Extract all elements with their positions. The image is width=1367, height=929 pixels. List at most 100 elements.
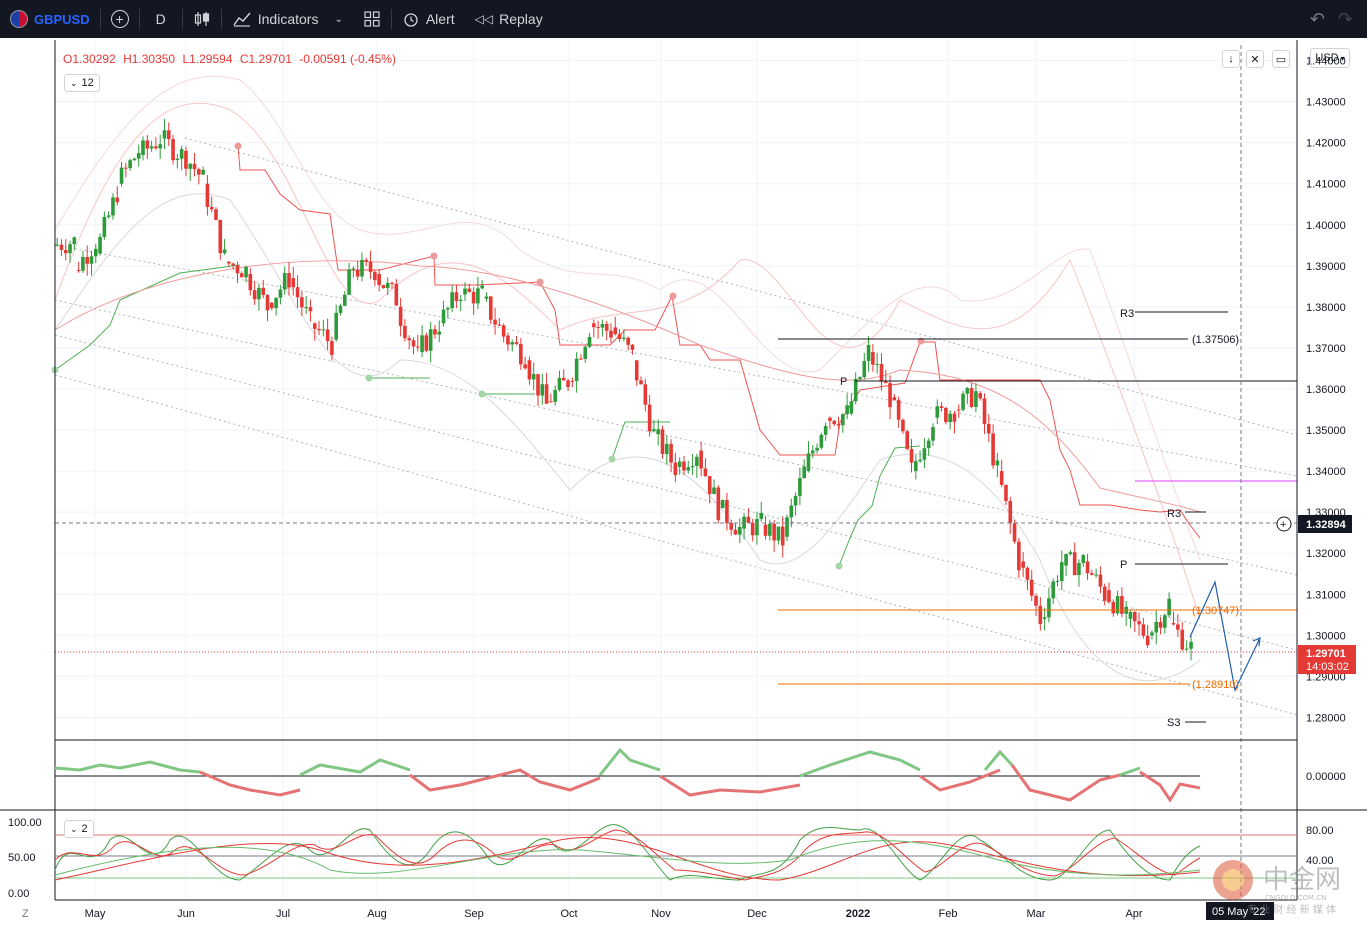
level-lines	[55, 45, 1297, 900]
candle-body	[93, 248, 98, 257]
change-value: -0.00591 (-0.45%)	[299, 52, 396, 66]
time-axis[interactable]: May Jun Jul Aug Sep Oct Nov Dec 2022 Feb Mar Apr	[85, 908, 1143, 920]
symbol-search[interactable]: GBPUSD	[0, 0, 100, 38]
candle-body	[63, 249, 68, 254]
pivot-label: P	[840, 376, 847, 388]
candle-body	[81, 256, 85, 271]
candle-body	[506, 335, 510, 345]
undo-icon: ↶	[1309, 8, 1325, 29]
candle-body	[1184, 648, 1189, 650]
watermark: 中金网 CNGOLD.COM.CN 专 业 财 经 新 媒 体	[1205, 856, 1365, 916]
candle-body	[836, 424, 841, 426]
chevron-down-icon[interactable]: ⌄	[334, 13, 343, 25]
candle-body	[201, 169, 205, 175]
candle-body	[68, 244, 72, 254]
candle-body	[102, 216, 107, 237]
level-label-mid: (1.30747)	[1192, 605, 1239, 617]
price-tick-label: 1.40000	[1306, 220, 1346, 232]
symbol-name: GBPUSD	[34, 11, 90, 27]
candle-body	[815, 447, 819, 451]
candle-body	[373, 271, 377, 281]
candle-body	[763, 524, 768, 536]
plus-circle-icon[interactable]: +	[1280, 519, 1286, 531]
chart-type-button[interactable]	[183, 0, 221, 38]
candle-body	[626, 337, 630, 345]
candle-body	[1059, 562, 1064, 582]
chart-area[interactable]	[0, 38, 1367, 929]
divider	[138, 9, 140, 29]
candle-body	[879, 363, 884, 382]
time-tick-label: Aug	[367, 908, 387, 920]
level-label-high: (1.37506)	[1192, 334, 1239, 346]
candle-body	[390, 282, 394, 284]
price-axis[interactable]: 1.44000 1.43000 1.42000 1.41000 1.40000 1.390…	[8, 56, 1346, 900]
candle-body	[1141, 624, 1146, 636]
currency-label: USD	[1315, 52, 1339, 64]
candle-body	[437, 331, 442, 335]
candle-body	[690, 466, 695, 468]
candle-body	[987, 424, 991, 434]
time-tick-label: Jul	[276, 908, 290, 920]
candle-body	[673, 462, 678, 476]
undo-button[interactable]: ↶	[1310, 0, 1325, 38]
redo-button[interactable]: ↷	[1338, 0, 1353, 38]
chevron-down-icon: ⌄	[70, 77, 78, 88]
candle-body	[776, 526, 781, 541]
reset-zoom-button[interactable]: Z	[22, 908, 29, 920]
currency-button[interactable]: USD ▾	[1310, 48, 1350, 68]
candle-body	[574, 358, 579, 382]
down-arrow-button[interactable]: ↓	[1222, 50, 1240, 68]
candle-body	[106, 215, 111, 217]
fullscreen-button[interactable]: ▭	[1272, 50, 1290, 68]
candle-body	[733, 529, 738, 535]
layout-button[interactable]	[353, 0, 391, 38]
candle-body	[995, 460, 1000, 466]
r3-label: R3	[1167, 508, 1181, 520]
layout-grid-icon	[364, 11, 380, 27]
candle-body	[579, 358, 583, 360]
candle-body	[768, 523, 772, 536]
candle-body	[136, 153, 141, 159]
indicators-button[interactable]: Indicators ⌄	[222, 0, 353, 38]
candle-body	[218, 219, 223, 254]
candle-body	[154, 146, 158, 149]
alert-button[interactable]: Alert	[392, 0, 465, 38]
candles-icon	[194, 12, 209, 26]
candle-body	[780, 526, 785, 546]
candle-body	[699, 450, 703, 469]
open-value: O1.30292	[63, 52, 116, 66]
indicator-toggle[interactable]: ⌄ 12	[64, 74, 100, 92]
osc2-right-tick-label: 80.00	[1306, 825, 1334, 837]
price-tick-label: 1.38000	[1306, 302, 1346, 314]
candle-body	[536, 374, 540, 396]
candle-body	[729, 523, 733, 530]
candle-body	[377, 274, 381, 286]
candle-body	[596, 327, 600, 329]
candle-body	[999, 471, 1004, 485]
candle-body	[235, 265, 240, 274]
candle-body	[622, 337, 626, 339]
candle-body	[1180, 629, 1185, 650]
candle-body	[583, 346, 588, 359]
candle-body	[368, 261, 373, 272]
candle-body	[166, 130, 171, 140]
maximize-button[interactable]: ✕	[1246, 50, 1264, 68]
time-tick-label: Nov	[651, 908, 671, 920]
last-price-tag: 1.29701 14:03:02	[1298, 645, 1356, 674]
time-tick-label: Oct	[560, 908, 577, 920]
candle-body	[1034, 595, 1038, 606]
candle-body	[1047, 598, 1051, 618]
time-tick-label: Jun	[177, 908, 195, 920]
price-tick-label: 1.34000	[1306, 466, 1346, 478]
replay-button[interactable]: ◁◁ Replay	[465, 0, 553, 38]
oscillator-toggle[interactable]: ⌄ 2	[64, 820, 94, 838]
candle-body	[896, 400, 901, 420]
countdown: 14:03:02	[1306, 661, 1349, 673]
interval-button[interactable]: D	[140, 0, 182, 38]
candle-body	[1085, 561, 1090, 574]
replay-label: Replay	[499, 11, 543, 27]
compare-button[interactable]: +	[101, 0, 139, 38]
candle-body	[158, 144, 162, 149]
candle-body	[411, 340, 416, 347]
